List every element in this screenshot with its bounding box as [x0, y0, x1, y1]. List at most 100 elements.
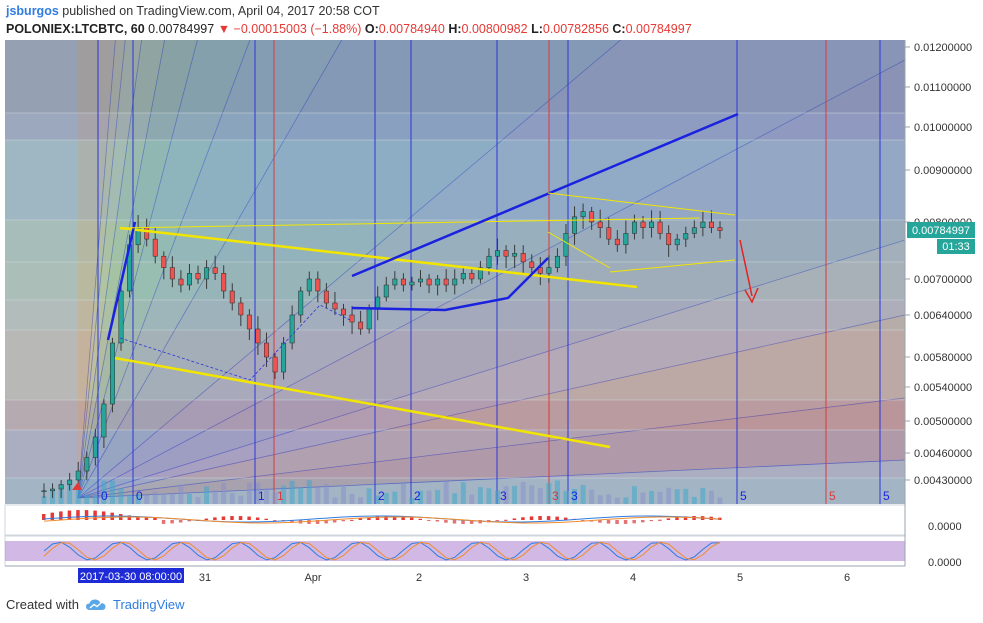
volume-bar [426, 490, 432, 504]
macd-histogram-bar [255, 517, 260, 520]
y-tick-label: 0.01100000 [914, 82, 971, 94]
volume-bar [537, 488, 543, 504]
gann-fan-line [77, 40, 343, 499]
candle-body [640, 221, 646, 228]
candle-body [614, 238, 620, 246]
created-with-text: Created with [6, 597, 79, 612]
author-link[interactable]: jsburgos [6, 4, 59, 18]
candle-body [41, 490, 47, 493]
macd-histogram-bar [675, 517, 679, 520]
volume-bar [589, 489, 595, 504]
volume-bar [700, 488, 706, 504]
candle-body [204, 267, 210, 280]
candle-body [332, 302, 338, 310]
macd-histogram-bar [307, 520, 311, 524]
volume-bar [614, 497, 620, 504]
gann-fan-line [77, 314, 905, 499]
macd-histogram-bar [332, 520, 337, 523]
macd-histogram-bar [187, 520, 191, 522]
macd-histogram-bar [469, 520, 474, 524]
candle-body [67, 479, 73, 485]
gann-fan-line [77, 59, 905, 499]
macd-axis-label: 0.0000 [928, 521, 962, 533]
macd-histogram-bar [623, 520, 628, 524]
macd-histogram-bar [392, 516, 397, 520]
macd-histogram-bar [512, 518, 517, 520]
cycle-number: 0 [136, 489, 143, 503]
candle-body [178, 278, 184, 286]
macd-histogram-bar [658, 519, 662, 521]
gann-fan-line [77, 239, 905, 499]
pennant-apex-line [547, 231, 611, 269]
candle-body [512, 253, 518, 257]
symbol-legend: POLONIEX:LTCBTC, 60 0.00784997 ▼ −0.0001… [6, 22, 692, 36]
macd-histogram-bar [452, 520, 457, 524]
volume-bar [135, 493, 141, 504]
candle-body [272, 356, 278, 373]
volume-bar [238, 495, 244, 504]
cycle-number: 3 [571, 489, 578, 503]
candle-body [503, 250, 509, 257]
candle-body [529, 261, 535, 268]
candle-body [418, 278, 423, 283]
volume-bar [418, 490, 424, 504]
candle-body [92, 436, 98, 458]
volume-bar [486, 488, 492, 504]
candle-body [281, 342, 287, 373]
fib-band [5, 400, 905, 430]
candle-body [161, 255, 167, 268]
x-tick-label: 2 [416, 572, 422, 584]
cycle-number: 5 [829, 489, 836, 503]
candle-body [400, 278, 406, 286]
x-tick-label: 31 [199, 572, 211, 584]
volume-bar [161, 493, 167, 504]
volume-bar [606, 494, 612, 504]
y-tick-label: 0.00540000 [914, 382, 972, 394]
macd-histogram-bar [238, 516, 243, 520]
volume-bar [315, 487, 321, 504]
macd-histogram-bar [50, 512, 55, 520]
macd-histogram-bar [136, 516, 140, 520]
symbol-name[interactable]: POLONIEX:LTCBTC, 60 [6, 22, 145, 36]
channel-line [119, 217, 701, 229]
candle-body [486, 255, 492, 268]
candle-body [169, 267, 175, 280]
macd-histogram-bar [521, 517, 525, 520]
volume-bar [435, 489, 441, 504]
tradingview-link[interactable]: TradingView [112, 597, 185, 612]
stoch-axis-label: 0.0000 [928, 557, 962, 569]
macd-histogram-bar [606, 520, 611, 524]
candle-body [323, 290, 329, 304]
candle-body [597, 221, 603, 228]
fib-band [5, 140, 905, 220]
macd-histogram-bar [204, 518, 209, 520]
candle-body [674, 238, 680, 246]
macd-histogram-bar [598, 520, 602, 523]
y-tick-label: 0.00500000 [914, 416, 972, 428]
macd-histogram-bar [221, 516, 226, 520]
cycle-number: 5 [883, 489, 890, 503]
impulse-line [106, 221, 137, 341]
macd-histogram-bar [546, 516, 551, 520]
candle-body [443, 278, 449, 286]
y-tick-label: 0.01200000 [914, 42, 972, 54]
fib-band [5, 330, 905, 400]
volume-bar [332, 497, 338, 504]
volume-bar [623, 497, 629, 504]
candle-body [238, 302, 244, 316]
dashed-path [119, 304, 351, 381]
candle-body [50, 488, 56, 492]
volume-bar [597, 495, 603, 504]
candle-body [589, 211, 595, 223]
high-value: 0.00800982 [461, 22, 528, 36]
volume-bar [255, 482, 261, 504]
candle-body [520, 253, 526, 263]
volume-bar [101, 480, 107, 504]
macd-histogram-bar [444, 520, 448, 523]
gann-fan-line [77, 40, 126, 499]
volume-bar [195, 497, 201, 504]
macd-histogram-bar [418, 518, 423, 520]
footer: Created with TradingView [6, 597, 185, 612]
volume-bar [717, 497, 723, 504]
candle-body [546, 267, 552, 274]
